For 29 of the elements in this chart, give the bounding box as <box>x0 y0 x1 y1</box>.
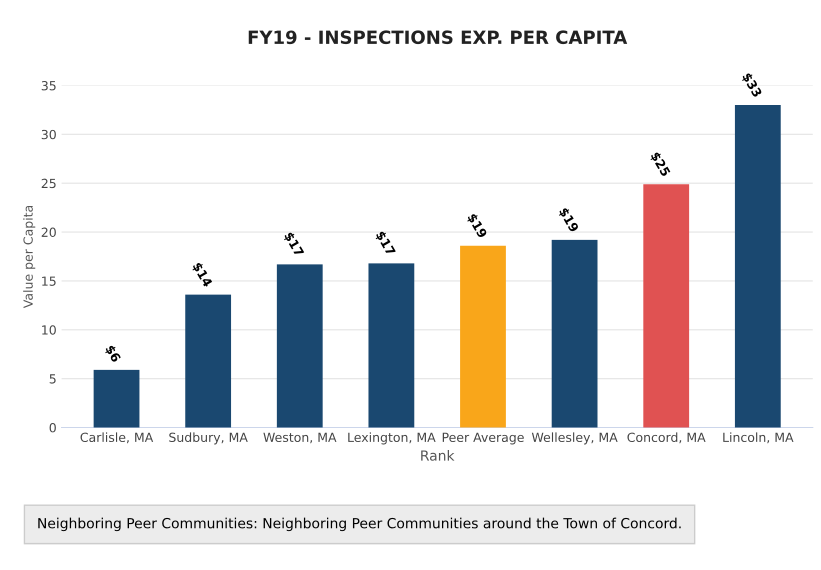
x-axis-title: Rank <box>421 450 454 461</box>
y-tick-label: 35 <box>42 80 56 90</box>
y-tick-label: 30 <box>42 130 56 140</box>
y-axis-title: Value per Capita <box>23 206 36 308</box>
x-tick-label: Lincoln, MA <box>723 432 794 444</box>
bar <box>94 370 140 428</box>
data-label: $6 <box>104 344 122 364</box>
text: Neighboring Peer Communities: Neighboring Peer Communities around the Town of Concord. <box>38 518 681 532</box>
x-tick-label: Wellesley, MA <box>532 432 618 444</box>
y-tick-label: 25 <box>42 178 56 188</box>
x-tick-label: Concord, MA <box>627 432 706 444</box>
y-tick-label: 15 <box>42 276 56 286</box>
y-tick-label: 5 <box>50 374 56 384</box>
bar <box>185 294 232 428</box>
bar <box>460 246 506 428</box>
x-tick-label: Carlisle, MA <box>80 432 154 444</box>
x-tick-label: Sudbury, MA <box>169 432 248 444</box>
bar <box>734 105 781 428</box>
bar <box>368 263 414 428</box>
x-tick-label: Lexington, MA <box>348 432 436 444</box>
x-tick-label: Weston, MA <box>263 432 336 444</box>
y-tick-label: 10 <box>42 325 56 335</box>
bar <box>276 264 323 428</box>
chart-title: FY19 - INSPECTIONS EXP. PER CAPITA <box>248 30 628 44</box>
y-tick-label: 0 <box>50 422 56 432</box>
y-tick-label: 20 <box>42 228 56 237</box>
bar <box>643 184 690 428</box>
bar <box>552 240 598 428</box>
x-tick-label: Peer Average <box>442 432 524 444</box>
